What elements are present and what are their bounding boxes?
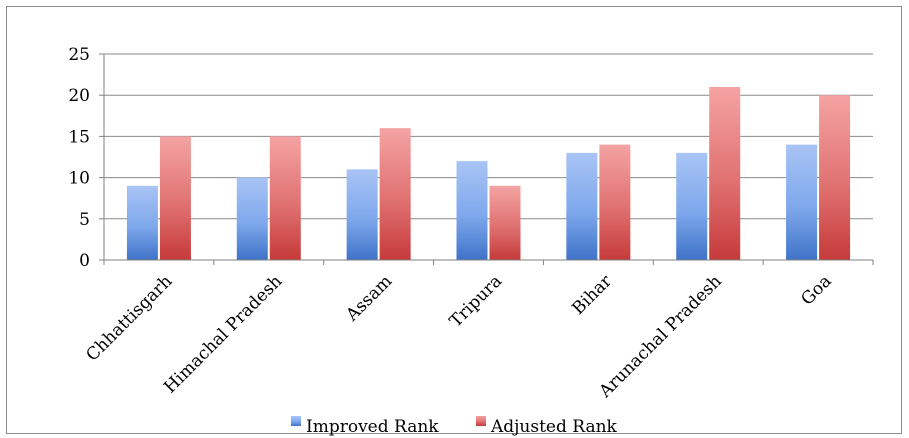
adjusted-rank-bar [489,185,521,260]
legend-item-adjusted-rank: Adjusted Rank [490,417,618,437]
x-category-label: Arunachal Pradesh [595,271,726,402]
y-axis-tick-labels: 0 5 10 15 20 25 [68,45,90,271]
y-tick-label: 15 [68,127,90,147]
improved-rank-bar [456,161,488,260]
x-category-label: Himachal Pradesh [160,271,286,397]
legend-item-improved-rank: Improved Rank [306,417,439,437]
x-category-label: Chhattisgarh [82,271,176,365]
y-tick-label: 20 [68,86,90,106]
adjusted-rank-bar [599,144,631,260]
y-tick-label: 25 [68,45,90,65]
improved-rank-bar [236,177,268,260]
improved-rank-bar [786,144,818,260]
legend-swatch [476,416,486,426]
improved-rank-bar [566,152,598,260]
adjusted-rank-bar [159,136,191,260]
adjusted-rank-bar [819,95,851,260]
axes [99,53,874,265]
improved-rank-bar [126,185,158,260]
adjusted-rank-bar [709,86,741,261]
bars [126,86,851,261]
y-tick-label: 10 [68,169,90,189]
gridlines [104,53,873,220]
x-category-label: Tripura [446,271,506,331]
improved-rank-bar [346,169,378,260]
legend: Improved Rank Adjusted Rank [291,416,618,437]
adjusted-rank-bar [269,136,301,260]
adjusted-rank-bar [379,128,411,260]
y-tick-label: 5 [79,210,90,230]
improved-rank-bar [676,152,708,260]
x-category-label: Goa [797,271,835,309]
x-category-label: Assam [342,271,396,325]
x-category-label: Bihar [568,271,616,319]
legend-swatch [291,416,301,426]
y-tick-label: 0 [79,251,90,271]
